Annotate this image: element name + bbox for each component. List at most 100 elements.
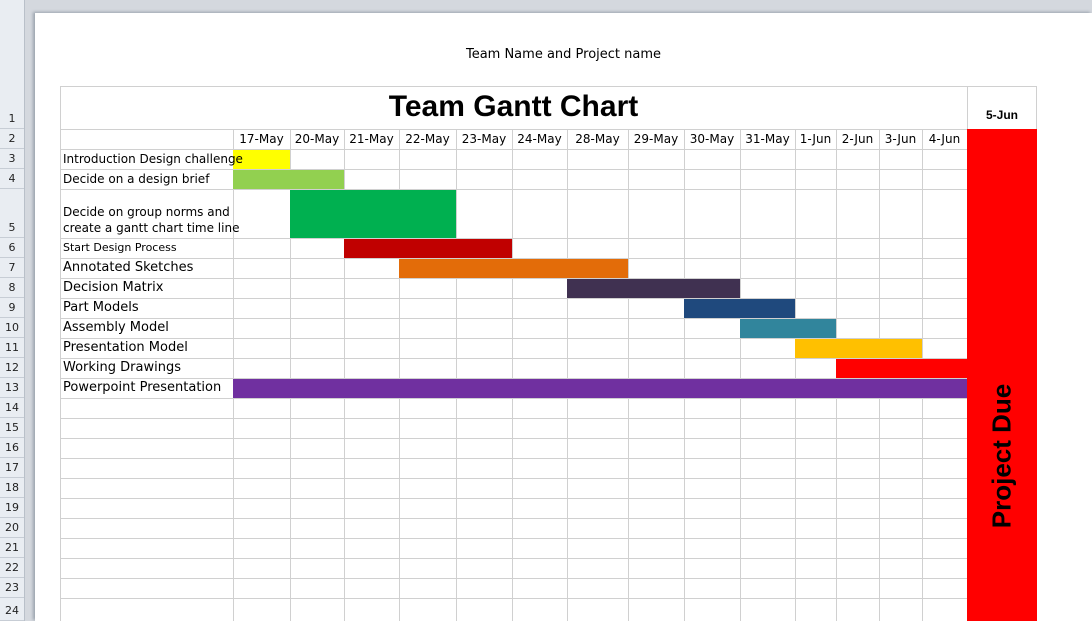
- task-bar[interactable]: [836, 359, 967, 378]
- row-number[interactable]: 9: [0, 298, 24, 318]
- grid-row-line: [60, 358, 967, 359]
- row-number[interactable]: 6: [0, 238, 24, 258]
- task-label[interactable]: Assembly Model: [63, 320, 169, 335]
- row-number[interactable]: 23: [0, 578, 24, 598]
- date-header[interactable]: 30-May: [689, 132, 735, 146]
- grid-row-line: [60, 189, 967, 190]
- grid-col-line: [628, 129, 629, 621]
- page-layout-sheet[interactable]: [35, 13, 1092, 621]
- date-header[interactable]: 17-May: [239, 132, 284, 146]
- project-due-column: [967, 129, 1037, 621]
- row-number[interactable]: 11: [0, 338, 24, 358]
- grid-col-line: [740, 129, 741, 621]
- date-header[interactable]: 3-Jun: [884, 132, 917, 146]
- date-header[interactable]: 22-May: [405, 132, 450, 146]
- task-bar[interactable]: [290, 190, 456, 238]
- row-number[interactable]: 13: [0, 378, 24, 398]
- grid-col-line: [233, 129, 234, 621]
- grid-row-line: [60, 318, 967, 319]
- task-label[interactable]: Annotated Sketches: [63, 260, 194, 275]
- row-number[interactable]: 3: [0, 149, 24, 169]
- task-bar[interactable]: [344, 239, 512, 258]
- date-header[interactable]: 23-May: [461, 132, 507, 146]
- date-header[interactable]: 20-May: [294, 132, 340, 146]
- grid-col-line: [456, 129, 457, 621]
- row-number[interactable]: 14: [0, 398, 24, 418]
- task-bar[interactable]: [567, 279, 740, 298]
- chart-title: Team Gantt Chart: [388, 90, 639, 123]
- task-label[interactable]: Decide on group norms and create a gantt…: [63, 205, 240, 235]
- date-header[interactable]: 2-Jun: [841, 132, 874, 146]
- grid-row-line: [60, 169, 967, 170]
- grid-row-line: [60, 338, 967, 339]
- row-number[interactable]: 15: [0, 418, 24, 438]
- date-header[interactable]: 31-May: [745, 132, 790, 146]
- task-bar[interactable]: [795, 339, 922, 358]
- grid-row-line: [60, 538, 967, 539]
- task-label[interactable]: Introduction Design challenge: [63, 152, 243, 166]
- grid-row-line: [60, 149, 967, 150]
- row-number[interactable]: 20: [0, 518, 24, 538]
- row-number[interactable]: 22: [0, 558, 24, 578]
- grid-col-line: [344, 129, 345, 621]
- date-header[interactable]: 24-May: [517, 132, 562, 146]
- task-bar[interactable]: [399, 259, 628, 278]
- grid-row-line: [60, 578, 967, 579]
- grid-row-line: [60, 378, 967, 379]
- row-number[interactable]: 5: [0, 189, 24, 238]
- date-header[interactable]: 29-May: [633, 132, 679, 146]
- gantt-grid[interactable]: Team Gantt Chart 5-Jun 17-May 20-May 21-Ma…: [60, 86, 1037, 621]
- grid-col-line: [399, 129, 400, 621]
- task-bar[interactable]: [740, 319, 836, 338]
- row-number[interactable]: 21: [0, 538, 24, 558]
- task-bar[interactable]: [233, 150, 290, 169]
- row-number[interactable]: 1: [0, 86, 24, 129]
- grid-col-line: [567, 129, 568, 621]
- grid-row-line: [60, 498, 967, 499]
- row-number[interactable]: 18: [0, 478, 24, 498]
- row-number[interactable]: 12: [0, 358, 24, 378]
- date-header[interactable]: 28-May: [575, 132, 620, 146]
- task-label[interactable]: Presentation Model: [63, 340, 188, 355]
- row-number[interactable]: 19: [0, 498, 24, 518]
- grid-row-line: [60, 298, 967, 299]
- task-label[interactable]: Part Models: [63, 300, 139, 315]
- row-number[interactable]: 7: [0, 258, 24, 278]
- row-number[interactable]: 24: [0, 598, 24, 621]
- grid-row-line: [60, 438, 967, 439]
- due-date-header: 5-Jun: [985, 108, 1018, 122]
- row-number[interactable]: 8: [0, 278, 24, 298]
- date-header[interactable]: 21-May: [349, 132, 394, 146]
- task-label[interactable]: Decision Matrix: [63, 280, 164, 295]
- grid-row-line: [60, 558, 967, 559]
- date-header[interactable]: 1-Jun: [799, 132, 832, 146]
- task-bar[interactable]: [684, 299, 795, 318]
- task-bar[interactable]: [233, 170, 344, 189]
- task-label[interactable]: Working Drawings: [63, 360, 181, 375]
- grid-col-line: [290, 129, 291, 621]
- row-number[interactable]: 10: [0, 318, 24, 338]
- row-number[interactable]: 4: [0, 169, 24, 189]
- task-label[interactable]: Decide on a design brief: [63, 172, 210, 186]
- grid-row-line: [60, 518, 967, 519]
- task-label[interactable]: Start Design Process: [63, 241, 177, 254]
- task-bar[interactable]: [233, 379, 967, 398]
- grid-col-line: [512, 129, 513, 621]
- row-number[interactable]: 17: [0, 458, 24, 478]
- grid-row-line: [60, 598, 967, 599]
- grid-row-line: [60, 398, 967, 399]
- grid-border-line: [60, 86, 61, 621]
- page-header: Team Name and Project name: [465, 47, 662, 62]
- grid-row-line: [60, 478, 967, 479]
- grid-col-line: [795, 129, 796, 621]
- row-number[interactable]: 2: [0, 129, 24, 149]
- row-number[interactable]: 16: [0, 438, 24, 458]
- grid-row-line: [60, 258, 967, 259]
- task-label[interactable]: Powerpoint Presentation: [63, 380, 222, 395]
- grid-row-line: [60, 129, 967, 130]
- date-header[interactable]: 4-Jun: [928, 132, 961, 146]
- project-due-label: Project Due: [986, 383, 1017, 529]
- grid-row-line: [60, 418, 967, 419]
- grid-top-border: [60, 86, 1037, 87]
